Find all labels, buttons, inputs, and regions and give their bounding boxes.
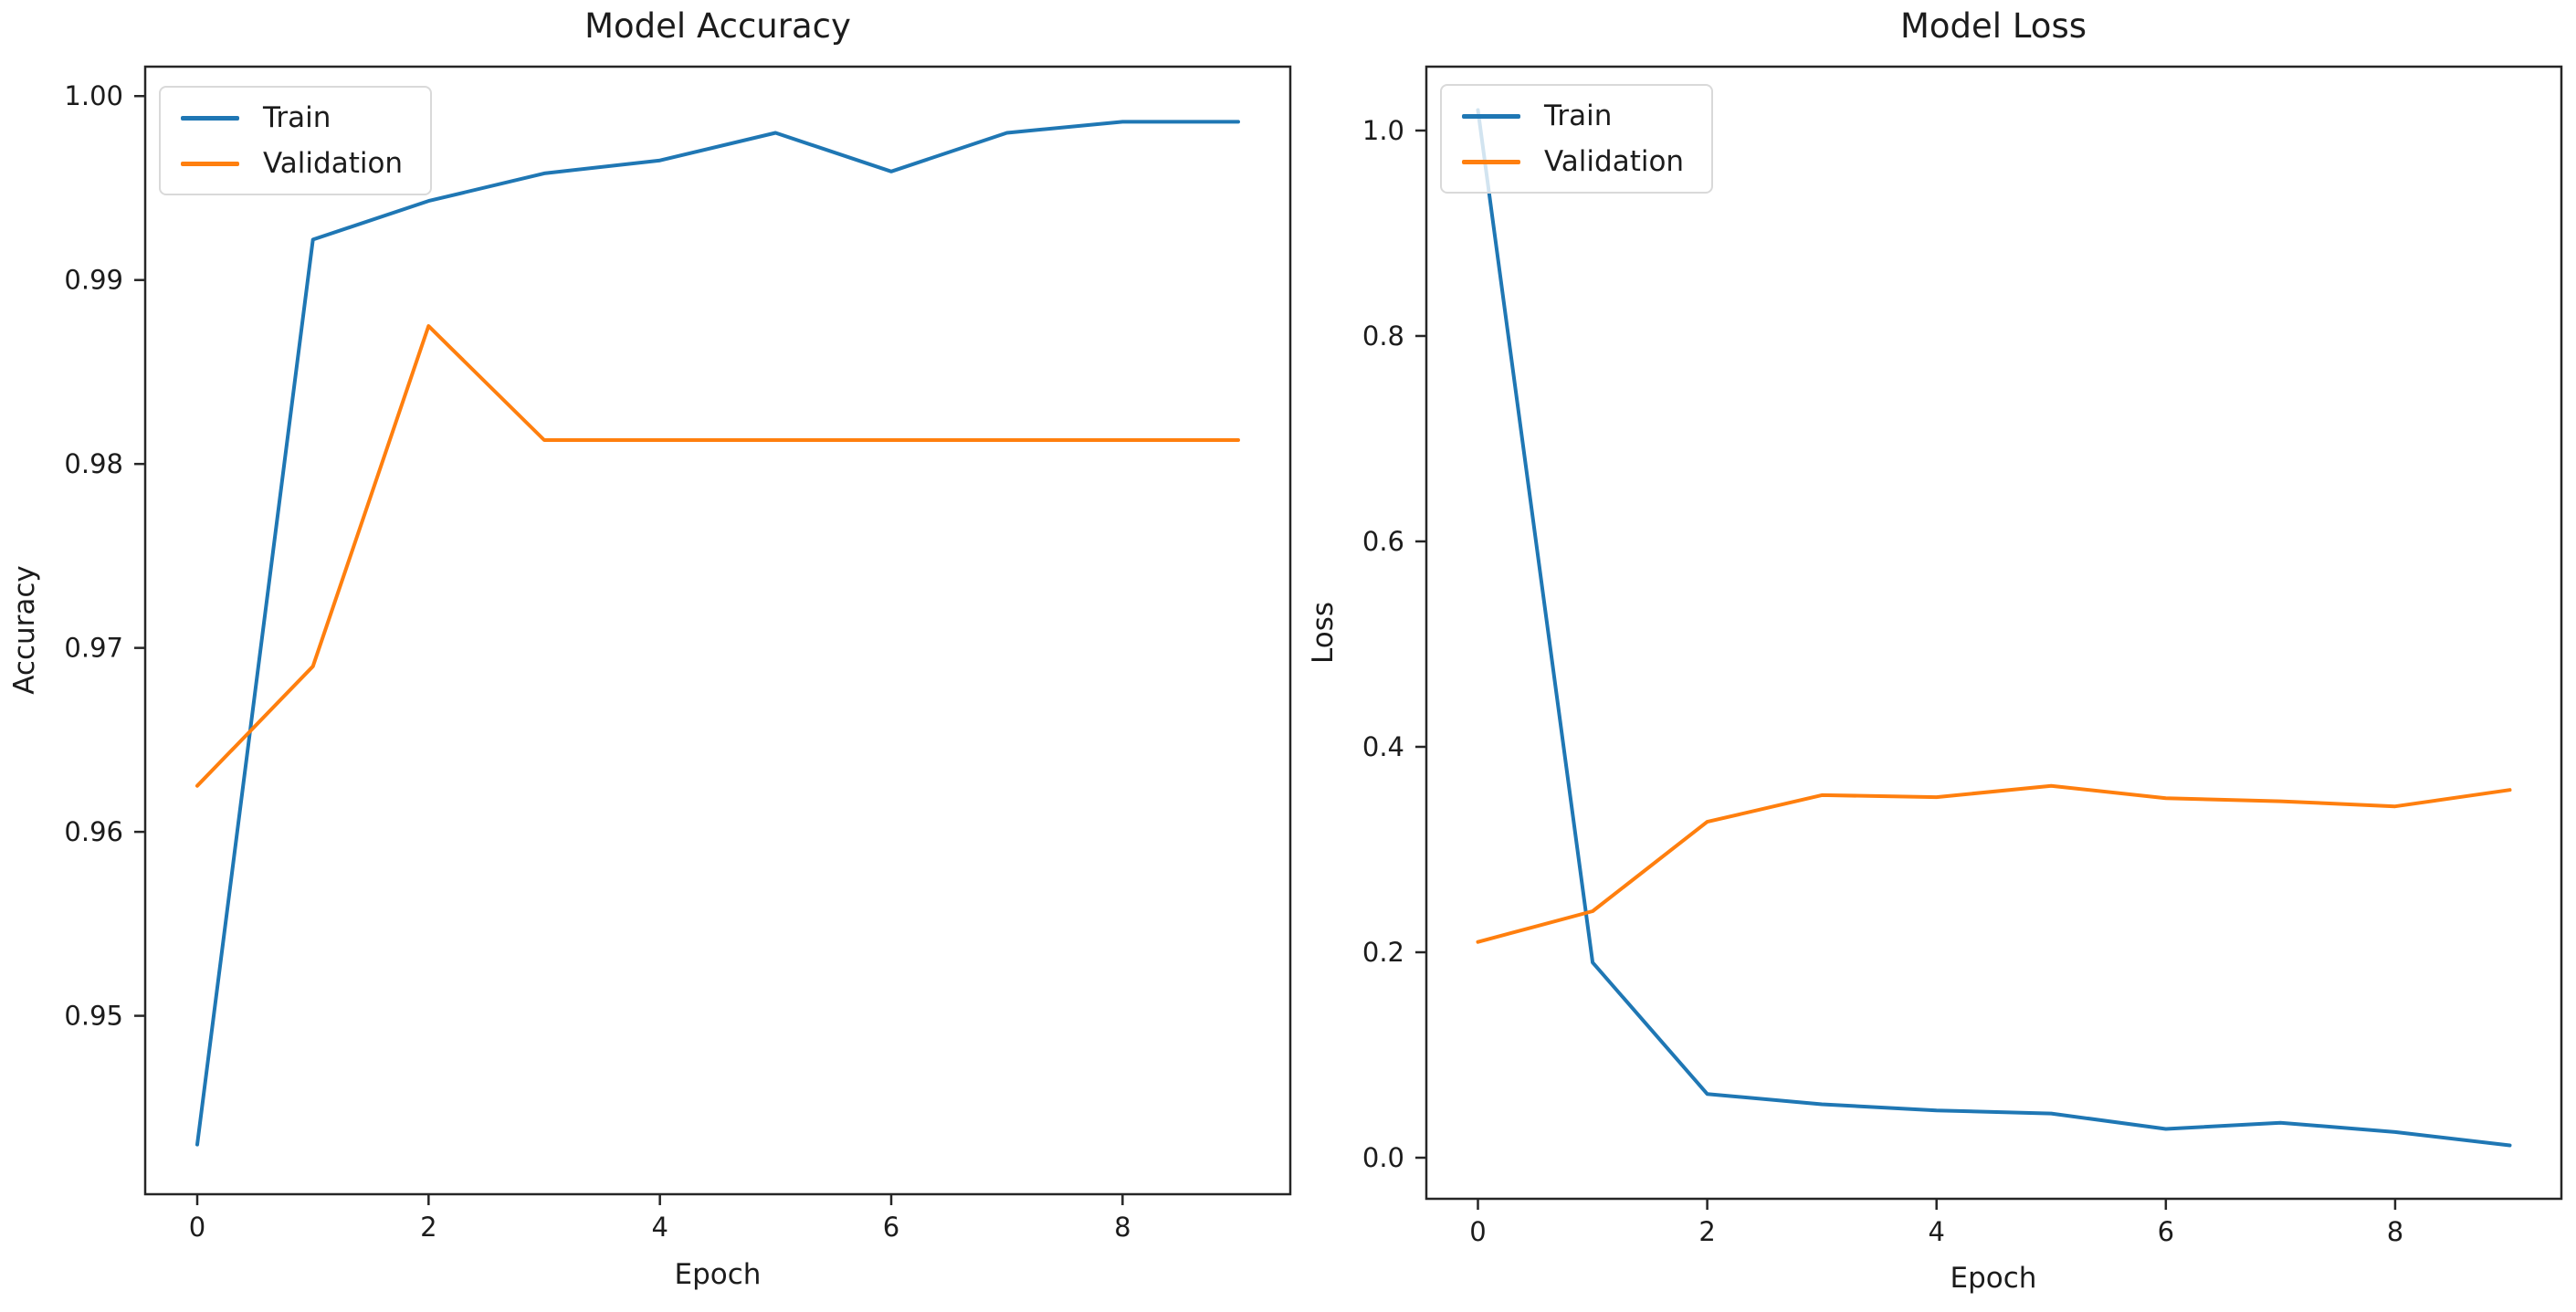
svg-text:4: 4 [1928, 1216, 1944, 1247]
svg-text:0: 0 [189, 1212, 205, 1243]
legend-label-validation: Validation [1544, 145, 1685, 178]
svg-text:6: 6 [883, 1212, 899, 1243]
loss-chart-title: Model Loss [1899, 6, 2087, 46]
svg-text:0.95: 0.95 [64, 1001, 123, 1032]
train-line-sample-icon [181, 115, 239, 121]
loss-x-axis-label: Epoch [1950, 1262, 2037, 1295]
validation-line-sample-icon [181, 161, 239, 166]
accuracy-chart: Model Accuracy Accuracy Epoch Train Vali… [8, 6, 851, 1292]
svg-text:0.99: 0.99 [64, 265, 123, 296]
svg-text:0.98: 0.98 [64, 448, 123, 479]
svg-text:2: 2 [420, 1212, 436, 1243]
svg-text:6: 6 [2158, 1216, 2174, 1247]
svg-text:1.0: 1.0 [1362, 115, 1404, 146]
accuracy-x-axis-label: Epoch [674, 1258, 762, 1291]
loss-chart: Model Loss Loss Epoch Train Validation [1307, 0, 2576, 1312]
svg-text:0.6: 0.6 [1362, 526, 1404, 557]
legend-item-validation: Validation [1462, 146, 1684, 177]
svg-text:2: 2 [1698, 1216, 1715, 1247]
svg-text:8: 8 [1114, 1212, 1130, 1243]
legend-label-validation: Validation [263, 147, 404, 180]
accuracy-chart-title: Model Accuracy [584, 6, 851, 46]
svg-text:0: 0 [1469, 1216, 1486, 1247]
legend-item-train: Train [181, 102, 403, 133]
svg-text:0.0: 0.0 [1362, 1142, 1404, 1173]
accuracy-legend: Train Validation [159, 86, 433, 195]
train-line-sample-icon [1462, 113, 1520, 119]
accuracy-y-axis-label: Accuracy [8, 565, 41, 695]
loss-y-axis-label: Loss [1307, 602, 1340, 664]
legend-item-train: Train [1462, 100, 1684, 131]
svg-text:8: 8 [2387, 1216, 2403, 1247]
svg-text:1.00: 1.00 [64, 80, 123, 111]
svg-text:0.8: 0.8 [1362, 320, 1404, 352]
svg-text:0.4: 0.4 [1362, 731, 1404, 762]
svg-text:4: 4 [651, 1212, 668, 1243]
legend-label-train: Train [263, 101, 331, 134]
legend-label-train: Train [1544, 100, 1613, 132]
svg-text:0.2: 0.2 [1362, 937, 1404, 968]
svg-text:0.96: 0.96 [64, 816, 123, 847]
loss-legend: Train Validation [1440, 84, 1714, 194]
svg-text:0.97: 0.97 [64, 633, 123, 664]
validation-line-sample-icon [1462, 159, 1520, 164]
legend-item-validation: Validation [181, 148, 403, 179]
